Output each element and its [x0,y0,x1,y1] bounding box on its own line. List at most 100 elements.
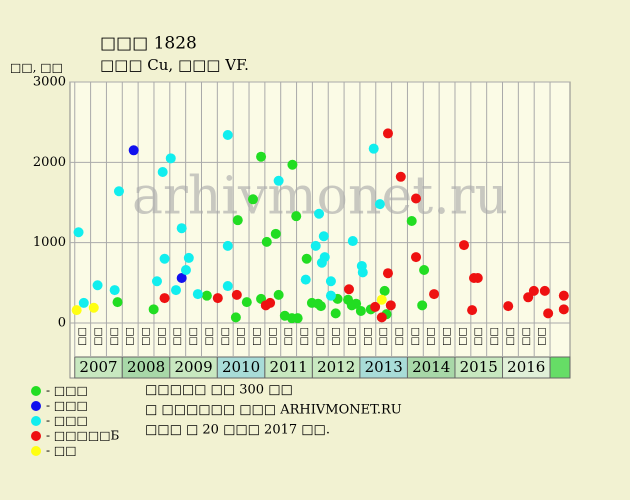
end-box [549,356,571,379]
quarter-label: □□ [457,327,468,346]
point [273,289,284,300]
point [273,175,284,186]
point [265,297,276,308]
point [222,130,233,141]
point [230,312,241,323]
point [159,293,170,304]
quarter-label: □□ [315,327,326,346]
quarter-label: □□ [188,327,199,346]
quarter-label: □□ [220,327,231,346]
point [419,264,430,275]
point [325,276,336,287]
note: □ □□□□□□ □□□ ARHIVMONET.RU [145,403,402,418]
point [112,297,123,308]
point [395,171,406,182]
point [429,289,440,300]
point [301,253,312,264]
point [165,153,176,164]
point [212,293,223,304]
point [88,302,99,313]
year-label: 2009 [174,358,212,376]
point [370,301,381,312]
chart-subtitle: □□□ Cu, □□□ VF. [100,56,249,74]
point [503,301,514,312]
point [270,228,281,239]
legend-swatch [31,446,41,456]
legend-swatch [31,386,41,396]
quarter-label: □□ [521,327,532,346]
point [222,281,233,292]
point [528,285,539,296]
legend-swatch [31,401,41,411]
point [192,289,203,300]
point [523,292,534,303]
quarter-label: □□ [426,327,437,346]
year-label: 2014 [412,358,450,376]
point [558,290,569,301]
point [92,280,103,291]
point [176,273,187,284]
point [314,208,325,219]
year-label: 2015 [460,358,498,376]
y-tick-label: 0 [58,316,66,331]
quarter-label: □□ [283,327,294,346]
y-tick-label: 3000 [33,75,66,90]
quarter-label: □□ [362,327,373,346]
legend-label: - □□□ [46,399,88,413]
point [319,252,330,263]
point [543,308,554,319]
point [183,252,194,263]
quarter-label: □□ [172,327,183,346]
point [376,312,387,323]
quarter-label: □□ [156,327,167,346]
point [71,305,82,316]
point [347,236,358,247]
point [368,143,379,154]
point [467,305,478,316]
point [382,268,393,279]
point [78,297,89,308]
quarter-label: □□ [236,327,247,346]
year-label: 2013 [365,358,403,376]
quarter-label: □□ [109,327,120,346]
point [247,194,258,205]
point [325,290,336,301]
point [355,305,366,316]
point [232,215,243,226]
point [180,264,191,275]
point [159,253,170,264]
point [292,313,303,324]
quarter-label: □□ [537,327,548,346]
y-axis-label: □□, □□ [10,61,63,75]
legend-swatch [31,431,41,441]
point [113,186,124,197]
point [417,300,428,311]
year-label: 2010 [222,358,260,376]
quarter-label: □□ [489,327,500,346]
point [157,166,168,177]
point [310,240,321,251]
quarter-label: □□ [473,327,484,346]
legend-label: - □□ [46,444,77,458]
point [385,300,396,311]
y-tick-label: 2000 [33,155,66,170]
legend-label: - □□□□□Б [46,429,120,443]
point [231,289,242,300]
point [376,294,387,305]
point [539,285,550,296]
quarter-label: □□ [394,327,405,346]
quarter-label: □□ [378,327,389,346]
quarter-label: □□ [141,327,152,346]
quarter-label: □□ [204,327,215,346]
point [330,308,341,319]
quarter-label: □□ [267,327,278,346]
quarter-label: □□ [251,327,262,346]
quarter-label: □□ [125,327,136,346]
point [73,227,84,238]
quarter-label: □□ [347,327,358,346]
quarter-label: □□ [442,327,453,346]
legend-label: - □□□ [46,384,88,398]
point [241,297,252,308]
point [411,193,422,204]
point [148,304,159,315]
